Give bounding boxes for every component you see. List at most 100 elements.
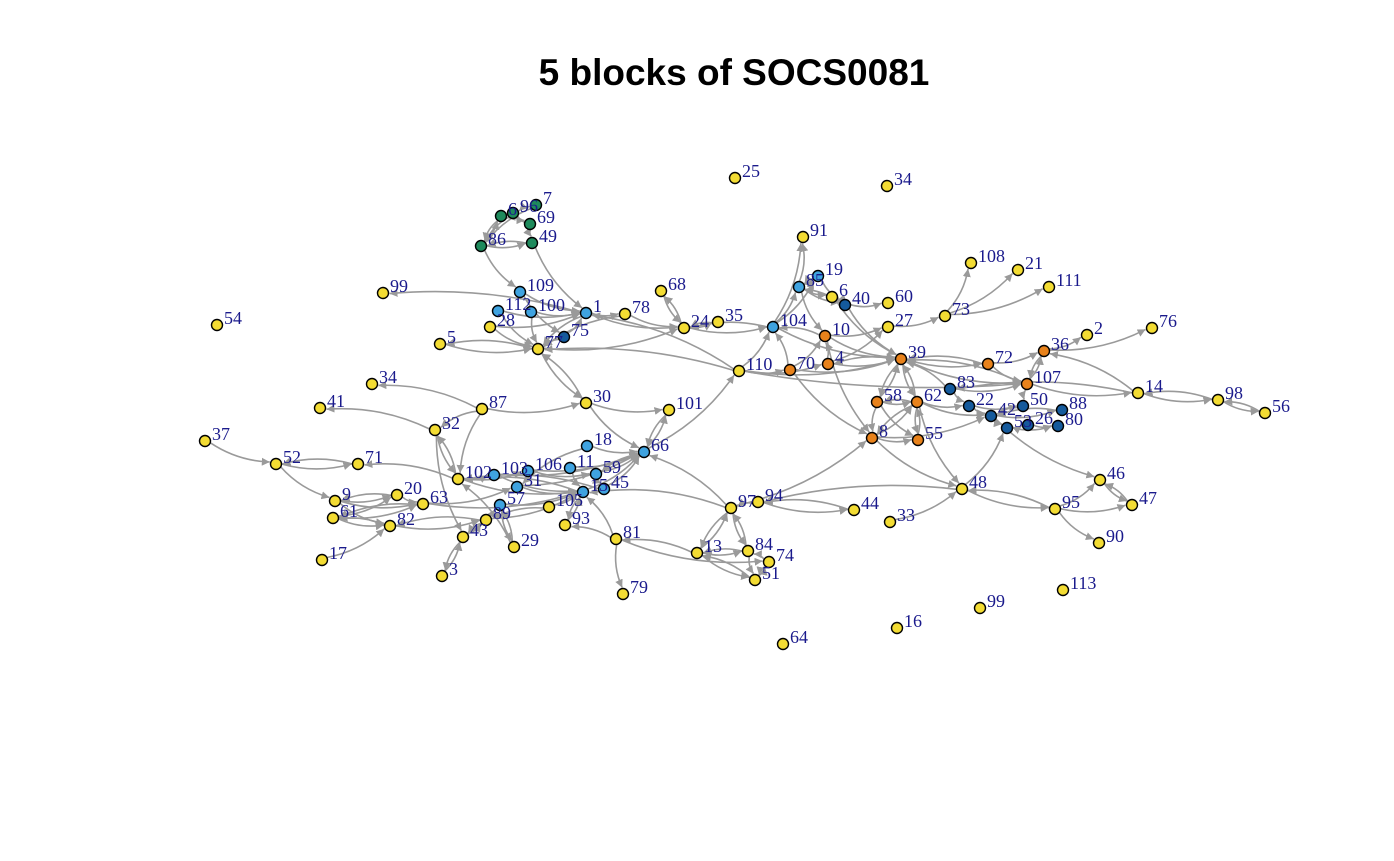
node-109[interactable] — [513, 285, 527, 299]
node-6[interactable] — [494, 209, 508, 223]
node-102[interactable] — [451, 472, 465, 486]
node-111[interactable] — [1042, 280, 1056, 294]
node-80[interactable] — [1051, 419, 1065, 433]
node-75[interactable] — [557, 330, 571, 344]
node-101[interactable] — [662, 403, 676, 417]
node-77[interactable] — [531, 342, 545, 356]
node-35[interactable] — [711, 315, 725, 329]
node-64[interactable] — [776, 637, 790, 651]
node-50[interactable] — [1016, 399, 1030, 413]
node-44[interactable] — [847, 503, 861, 517]
node-81[interactable] — [609, 532, 623, 546]
node-59[interactable] — [589, 467, 603, 481]
node-98[interactable] — [1211, 393, 1225, 407]
node-47[interactable] — [1125, 498, 1139, 512]
node-15[interactable] — [576, 485, 590, 499]
node-107[interactable] — [1020, 377, 1034, 391]
node-61[interactable] — [326, 511, 340, 525]
node-60[interactable] — [881, 296, 895, 310]
node-63[interactable] — [416, 497, 430, 511]
node-108[interactable] — [964, 256, 978, 270]
node-82[interactable] — [383, 519, 397, 533]
node-45[interactable] — [597, 482, 611, 496]
node-43[interactable] — [456, 530, 470, 544]
node-9[interactable] — [328, 494, 342, 508]
node-16[interactable] — [890, 621, 904, 635]
node-72[interactable] — [981, 357, 995, 371]
node-39[interactable] — [894, 352, 908, 366]
node-73[interactable] — [938, 309, 952, 323]
node-97[interactable] — [724, 501, 738, 515]
node-103[interactable] — [487, 468, 501, 482]
node-32[interactable] — [428, 423, 442, 437]
node-40[interactable] — [838, 298, 852, 312]
node-6[interactable] — [825, 290, 839, 304]
node-18[interactable] — [580, 439, 594, 453]
node-14[interactable] — [1131, 386, 1145, 400]
node-36[interactable] — [1037, 344, 1051, 358]
node-27[interactable] — [881, 320, 895, 334]
node-56[interactable] — [1258, 406, 1272, 420]
node-99[interactable] — [376, 286, 390, 300]
node-49[interactable] — [525, 236, 539, 250]
node-31[interactable] — [510, 480, 524, 494]
node-71[interactable] — [351, 457, 365, 471]
node-34[interactable] — [880, 179, 894, 193]
node-21[interactable] — [1011, 263, 1025, 277]
node-48[interactable] — [955, 482, 969, 496]
node-91[interactable] — [796, 230, 810, 244]
node-90[interactable] — [1092, 536, 1106, 550]
node-53[interactable] — [1000, 421, 1014, 435]
node-26[interactable] — [1021, 418, 1035, 432]
node-46[interactable] — [1093, 473, 1107, 487]
node-76[interactable] — [1145, 321, 1159, 335]
node-17[interactable] — [315, 553, 329, 567]
node-74[interactable] — [762, 555, 776, 569]
node-106[interactable] — [521, 464, 535, 478]
node-2[interactable] — [1080, 328, 1094, 342]
node-5[interactable] — [433, 337, 447, 351]
node-100[interactable] — [524, 305, 538, 319]
node-10[interactable] — [818, 329, 832, 343]
node-7[interactable] — [529, 198, 543, 212]
node-1[interactable] — [579, 306, 593, 320]
node-57[interactable] — [493, 498, 507, 512]
node-51[interactable] — [748, 573, 762, 587]
node-87[interactable] — [475, 402, 489, 416]
node-25[interactable] — [728, 171, 742, 185]
node-99[interactable] — [973, 601, 987, 615]
node-68[interactable] — [654, 284, 668, 298]
node-30[interactable] — [579, 396, 593, 410]
node-104[interactable] — [766, 320, 780, 334]
node-83[interactable] — [943, 382, 957, 396]
node-110[interactable] — [732, 364, 746, 378]
node-69[interactable] — [523, 217, 537, 231]
node-55[interactable] — [911, 433, 925, 447]
node-24[interactable] — [677, 321, 691, 335]
node-33[interactable] — [883, 515, 897, 529]
node-113[interactable] — [1056, 583, 1070, 597]
node-85[interactable] — [792, 280, 806, 294]
node-42[interactable] — [984, 409, 998, 423]
node-28[interactable] — [483, 320, 497, 334]
node-19[interactable] — [811, 269, 825, 283]
node-4[interactable] — [821, 357, 835, 371]
node-93[interactable] — [558, 518, 572, 532]
node-20[interactable] — [390, 488, 404, 502]
node-79[interactable] — [616, 587, 630, 601]
node-88[interactable] — [1055, 403, 1069, 417]
node-41[interactable] — [313, 401, 327, 415]
node-96[interactable] — [506, 206, 520, 220]
node-58[interactable] — [870, 395, 884, 409]
node-89[interactable] — [479, 513, 493, 527]
node-29[interactable] — [507, 540, 521, 554]
node-8[interactable] — [865, 431, 879, 445]
node-70[interactable] — [783, 363, 797, 377]
node-112[interactable] — [491, 304, 505, 318]
node-78[interactable] — [618, 307, 632, 321]
node-105[interactable] — [542, 500, 556, 514]
node-84[interactable] — [741, 544, 755, 558]
node-66[interactable] — [637, 445, 651, 459]
node-94[interactable] — [751, 495, 765, 509]
node-37[interactable] — [198, 434, 212, 448]
